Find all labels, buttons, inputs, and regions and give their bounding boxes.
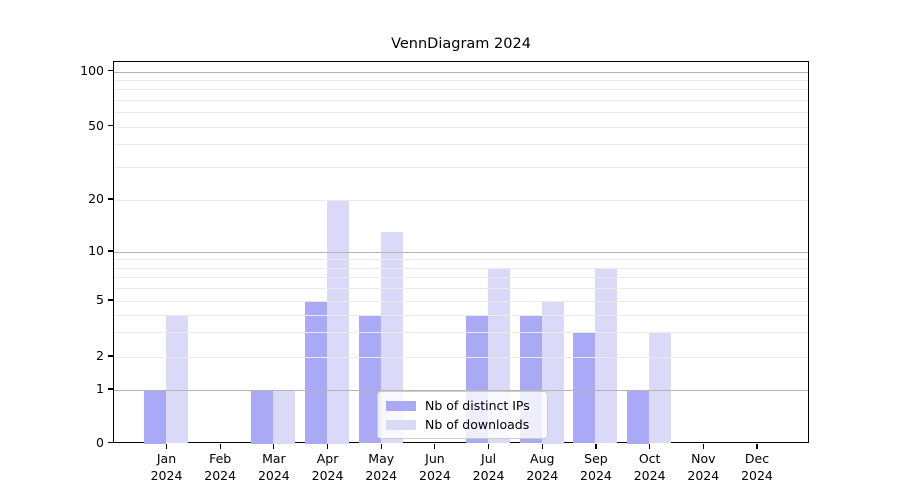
- legend-label-distinct-ips: Nb of distinct IPs: [425, 398, 530, 413]
- x-axis-tick-label-jun: Jun 2024: [419, 451, 451, 483]
- legend-swatch-downloads: [386, 419, 416, 430]
- y-axis-tick-label-50: 50: [88, 117, 104, 133]
- x-axis-tick-may: [380, 443, 382, 449]
- y-axis-tick-100: [108, 69, 113, 72]
- bar-nb-of-distinct-ips-mar: [251, 390, 274, 444]
- gridline-minor-5: [114, 301, 808, 302]
- gridline-minor-9: [114, 259, 808, 261]
- x-axis-tick-dec: [756, 443, 758, 449]
- y-axis-tick-label-5: 5: [96, 292, 104, 307]
- y-axis-tick-label-1: 1: [96, 381, 104, 396]
- gridline-minor-3: [114, 332, 808, 334]
- x-axis-tick-jun: [434, 443, 436, 449]
- gridline-major-10: [114, 252, 808, 253]
- y-axis-tick-label-100: 100: [80, 62, 104, 78]
- x-axis-tick-label-apr: Apr 2024: [311, 451, 344, 483]
- x-axis-tick-label-sep: Sep 2024: [580, 451, 612, 483]
- chart-title: VennDiagram 2024: [391, 36, 531, 52]
- legend: Nb of distinct IPs Nb of downloads: [377, 391, 548, 439]
- bar-nb-of-downloads-apr: [327, 200, 350, 444]
- legend-item-downloads: Nb of downloads: [386, 417, 547, 432]
- y-axis-tick-label-2: 2: [96, 348, 104, 363]
- gridline-minor-4: [114, 314, 808, 316]
- x-axis-tick-sep: [595, 443, 597, 449]
- gridline-minor-8: [114, 267, 808, 269]
- x-axis-tick-feb: [219, 443, 221, 449]
- gridline-minor-90: [114, 79, 808, 81]
- x-axis-tick-label-jan: Jan 2024: [150, 451, 183, 483]
- x-axis-tick-oct: [649, 443, 651, 449]
- bar-nb-of-distinct-ips-apr: [305, 301, 328, 444]
- bar-nb-of-distinct-ips-sep: [573, 332, 596, 444]
- y-axis-tick-label-0: 0: [96, 434, 104, 450]
- x-axis-tick-jan: [165, 443, 168, 449]
- bar-nb-of-downloads-oct: [649, 332, 672, 444]
- bar-nb-of-distinct-ips-may: [358, 314, 381, 444]
- x-axis-tick-nov: [702, 443, 704, 449]
- bar-nb-of-downloads-mar: [273, 390, 296, 444]
- y-axis-tick-1: [108, 388, 113, 390]
- y-axis-tick-0: [108, 441, 113, 444]
- gridline-minor-50: [114, 126, 808, 128]
- bar-nb-of-downloads-sep: [595, 267, 618, 444]
- y-axis-tick-10: [108, 250, 113, 252]
- gridline-minor-2: [114, 357, 808, 358]
- x-axis-tick-label-feb: Feb 2024: [204, 451, 237, 483]
- y-axis-tick-50: [108, 124, 113, 127]
- y-axis-tick-5: [108, 299, 113, 301]
- x-axis-tick-label-may: May 2024: [365, 451, 398, 483]
- gridline-major-1: [114, 390, 808, 391]
- gridline-minor-30: [114, 167, 808, 169]
- gridline-minor-70: [114, 99, 808, 101]
- gridline-minor-60: [114, 112, 808, 114]
- x-axis-tick-aug: [541, 443, 543, 449]
- y-axis-tick-label-20: 20: [88, 191, 104, 206]
- x-axis-tick-apr: [326, 443, 329, 449]
- y-axis-tick-20: [108, 198, 113, 200]
- bar-nb-of-downloads-jan: [166, 314, 188, 444]
- gridline-minor-20: [114, 200, 808, 201]
- x-axis-tick-mar: [273, 443, 275, 449]
- gridline-minor-40: [114, 144, 808, 146]
- gridline-minor-80: [114, 89, 808, 91]
- legend-label-downloads: Nb of downloads: [425, 417, 530, 432]
- x-axis-tick-label-aug: Aug 2024: [526, 451, 559, 483]
- plot-area: [113, 61, 809, 444]
- x-axis-tick-label-dec: Dec 2024: [741, 451, 773, 483]
- x-axis-tick-jul: [487, 443, 490, 449]
- bar-nb-of-distinct-ips-oct: [627, 390, 650, 444]
- bar-nb-of-distinct-ips-jan: [144, 390, 166, 444]
- x-axis-tick-label-nov: Nov 2024: [687, 451, 720, 483]
- legend-swatch-distinct-ips: [386, 400, 416, 411]
- gridline-minor-7: [114, 277, 808, 279]
- y-axis-tick-label-10: 10: [88, 243, 104, 258]
- x-axis-tick-label-mar: Mar 2024: [257, 451, 290, 483]
- legend-item-distinct-ips: Nb of distinct IPs: [386, 398, 547, 413]
- x-axis-tick-label-jul: Jul 2024: [472, 451, 505, 483]
- x-axis-tick-label-oct: Oct 2024: [633, 451, 666, 483]
- gridline-major-100: [114, 71, 808, 73]
- y-axis-tick-2: [108, 355, 113, 357]
- gridline-minor-6: [114, 288, 808, 290]
